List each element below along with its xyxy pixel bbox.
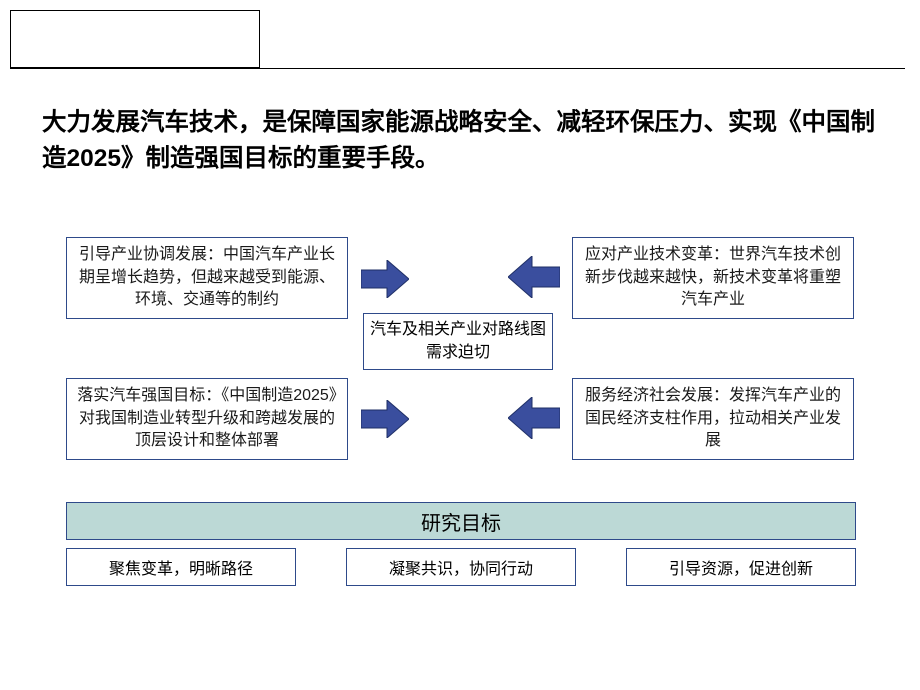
arrow-left-icon [508,256,560,298]
box-bottom-right-text: 服务经济社会发展：发挥汽车产业的国民经济支柱作用，拉动相关产业发展 [583,385,843,452]
arrow-right-icon [361,260,409,298]
box-bottom-left: 落实汽车强国目标：《中国制造2025》对我国制造业转型升级和跨越发展的顶层设计和… [66,378,348,460]
goal-item-3: 引导资源，促进创新 [626,548,856,586]
box-top-right: 应对产业技术变革：世界汽车技术创新步伐越来越快，新技术变革将重塑汽车产业 [572,237,854,319]
center-box-text: 汽车及相关产业对路线图需求迫切 [364,319,552,364]
box-top-left-text: 引导产业协调发展：中国汽车产业长期呈增长趋势，但越来越受到能源、环境、交通等的制… [77,244,337,311]
box-top-right-text: 应对产业技术变革：世界汽车技术创新步伐越来越快，新技术变革将重塑汽车产业 [583,244,843,311]
goal-item-1: 聚焦变革，明晰路径 [66,548,296,586]
goal-item-1-text: 聚焦变革，明晰路径 [109,555,253,579]
center-box: 汽车及相关产业对路线图需求迫切 [363,313,553,370]
box-bottom-right: 服务经济社会发展：发挥汽车产业的国民经济支柱作用，拉动相关产业发展 [572,378,854,460]
goal-header-text: 研究目标 [421,507,501,536]
main-title: 大力发展汽车技术，是保障国家能源战略安全、减轻环保压力、实现《中国制造2025》… [42,105,882,176]
arrow-left-icon [508,397,560,439]
arrow-right-icon [361,400,409,438]
box-bottom-left-text: 落实汽车强国目标：《中国制造2025》对我国制造业转型升级和跨越发展的顶层设计和… [77,385,337,452]
header-underline [10,68,905,69]
goal-header: 研究目标 [66,502,856,540]
header-empty-box [10,10,260,68]
box-top-left: 引导产业协调发展：中国汽车产业长期呈增长趋势，但越来越受到能源、环境、交通等的制… [66,237,348,319]
goal-item-3-text: 引导资源，促进创新 [669,555,813,579]
goal-item-2-text: 凝聚共识，协同行动 [389,555,533,579]
goal-item-2: 凝聚共识，协同行动 [346,548,576,586]
